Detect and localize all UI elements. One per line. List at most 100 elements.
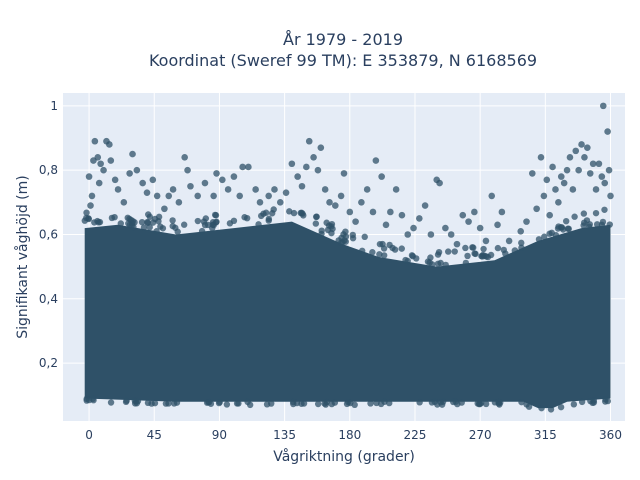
x-tick-label: 360 <box>599 428 622 442</box>
band-edge-point <box>338 239 345 246</box>
data-point <box>410 224 417 232</box>
band-edge-point <box>386 399 393 407</box>
data-point <box>465 218 472 225</box>
band-edge-point <box>541 233 548 240</box>
data-point <box>149 176 157 184</box>
data-point <box>126 170 133 177</box>
band-edge-point <box>426 259 433 266</box>
data-point <box>592 186 600 193</box>
data-point <box>213 170 220 177</box>
band-edge-point <box>95 219 102 226</box>
data-point <box>120 199 128 206</box>
y-tick-label: 0,8 <box>39 163 58 177</box>
x-tick-label: 315 <box>534 428 557 442</box>
band-edge-point <box>173 399 181 406</box>
data-point <box>236 192 244 200</box>
data-point <box>605 166 613 174</box>
band-edge-point <box>207 400 215 407</box>
band-edge-point <box>255 221 262 228</box>
band-edge-point <box>265 215 273 223</box>
data-point <box>194 192 202 200</box>
data-point <box>578 141 585 148</box>
data-point <box>560 179 568 187</box>
data-point <box>94 154 102 161</box>
data-point <box>230 173 238 180</box>
band-edge-point <box>151 399 159 407</box>
chart-title-line2: Koordinat (Sweref 99 TM): E 353879, N 61… <box>149 51 537 70</box>
data-point <box>97 160 104 168</box>
y-axis-label: Signifikant våghöjd (m) <box>14 175 31 338</box>
data-point <box>271 186 278 193</box>
data-point <box>288 160 296 168</box>
data-point <box>239 163 246 171</box>
band-edge-point <box>117 220 125 227</box>
data-point <box>599 102 607 110</box>
data-point <box>265 192 272 200</box>
data-point <box>321 186 329 193</box>
band-edge-point <box>165 400 172 407</box>
band-edge-point <box>464 252 471 260</box>
band-edge-point <box>592 209 600 217</box>
data-point <box>310 154 317 161</box>
data-point <box>427 231 435 238</box>
data-point <box>245 163 252 171</box>
data-point <box>528 170 536 177</box>
band-edge-point <box>290 209 298 217</box>
band-edge-point <box>578 398 586 406</box>
band-edge-point <box>318 227 325 234</box>
band-edge-point <box>233 400 241 407</box>
x-tick-label: 180 <box>338 428 361 442</box>
band-edge-point <box>438 401 446 408</box>
data-point <box>184 166 191 174</box>
band-edge-point <box>547 406 555 413</box>
band-edge-point <box>212 219 220 226</box>
data-point <box>589 160 597 168</box>
band-edge-point <box>586 221 593 228</box>
band-edge-point <box>496 401 503 408</box>
data-point <box>453 240 461 248</box>
data-point <box>482 237 490 245</box>
band-edge-point <box>518 239 525 247</box>
x-tick-label: 45 <box>147 428 162 442</box>
x-axis-label: Vågriktning (grader) <box>273 448 415 465</box>
data-point <box>607 192 614 200</box>
data-point <box>181 154 188 161</box>
band-edge-point <box>111 213 118 221</box>
band-edge-point <box>548 229 555 237</box>
band-edge-point <box>138 218 146 226</box>
band-edge-point <box>140 224 148 231</box>
data-point <box>87 202 94 209</box>
data-point <box>100 166 107 174</box>
data-point <box>546 211 553 219</box>
band-edge-point <box>323 398 331 406</box>
data-point <box>91 137 99 145</box>
data-point <box>488 192 496 200</box>
band-edge-point <box>525 403 533 410</box>
band-edge-point <box>329 225 336 233</box>
data-point <box>111 176 119 184</box>
data-point <box>114 186 122 193</box>
band-edge-point <box>431 398 438 405</box>
data-point <box>317 144 325 151</box>
data-point <box>106 141 113 148</box>
data-point <box>369 208 377 216</box>
data-point <box>523 218 530 225</box>
data-point <box>505 237 513 245</box>
data-point <box>133 166 141 174</box>
data-point <box>252 186 259 193</box>
data-point <box>549 163 556 171</box>
data-point <box>387 208 394 216</box>
band-edge-point <box>153 228 160 235</box>
data-point <box>276 199 284 206</box>
data-point <box>581 154 588 161</box>
band-edge-point <box>377 400 385 408</box>
data-point <box>143 189 151 196</box>
band-edge-point <box>570 401 578 408</box>
data-point <box>282 189 290 196</box>
band-edge-point <box>470 244 477 251</box>
band-edge-point <box>194 217 202 225</box>
band-edge-point <box>555 223 562 230</box>
band-edge-point <box>83 397 90 404</box>
data-point <box>210 192 217 200</box>
